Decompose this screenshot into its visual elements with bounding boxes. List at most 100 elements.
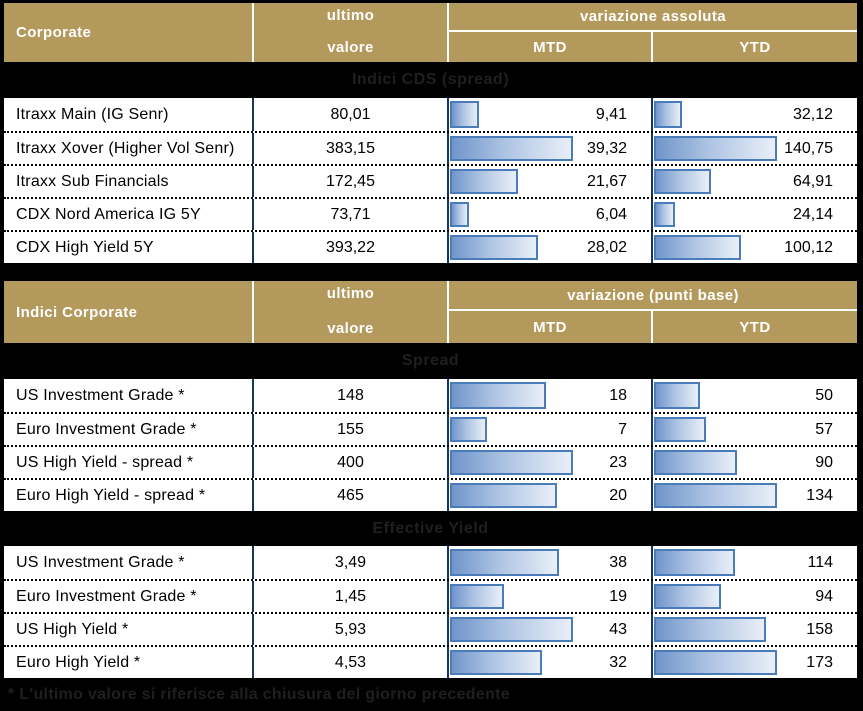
mtd-value: 28,02 <box>586 238 627 256</box>
ytd-bar-track <box>654 450 777 475</box>
ytd-value: 173 <box>806 653 833 671</box>
ytd-bar <box>654 450 737 475</box>
mtd-bar-track <box>450 169 573 194</box>
section-band-spread: Spread <box>4 343 857 379</box>
value-header-line2: valore <box>327 320 374 337</box>
table2-variation-header: variazione (punti base) <box>449 281 857 311</box>
mtd-cell: 21,67 <box>449 166 653 197</box>
ytd-bar <box>654 483 777 508</box>
table-row: CDX Nord America IG 5Y 73,71 6,04 24,14 <box>4 197 857 230</box>
table1-variation-header: variazione assoluta <box>449 3 857 32</box>
ytd-bar-track <box>654 202 777 227</box>
table2-header: Indici Corporate ultimo valore variazion… <box>4 281 857 343</box>
ytd-bar-track <box>654 417 777 442</box>
ytd-cell: 50 <box>653 379 857 412</box>
ytd-cell: 173 <box>653 647 857 678</box>
row-label: Euro High Yield * <box>4 647 254 678</box>
mtd-cell: 6,04 <box>449 199 653 230</box>
ytd-bar-track <box>654 650 777 675</box>
last-value: 465 <box>254 480 449 511</box>
mtd-cell: 9,41 <box>449 98 653 131</box>
table1-ytd-header: YTD <box>739 38 771 56</box>
mtd-bar-track <box>450 382 573 409</box>
mtd-cell: 28,02 <box>449 232 653 263</box>
ytd-cell: 114 <box>653 546 857 579</box>
mtd-cell: 23 <box>449 447 653 478</box>
mtd-bar-track <box>450 549 573 576</box>
mtd-bar <box>450 650 542 675</box>
mtd-bar-track <box>450 650 573 675</box>
ytd-cell: 24,14 <box>653 199 857 230</box>
mtd-bar-track <box>450 417 573 442</box>
last-value: 3,49 <box>254 546 449 579</box>
row-label: Euro Investment Grade * <box>4 581 254 612</box>
ytd-cell: 64,91 <box>653 166 857 197</box>
table1-mtd-header: MTD <box>449 32 653 62</box>
mtd-value: 32 <box>609 653 627 671</box>
mtd-value: 23 <box>609 453 627 471</box>
ytd-bar <box>654 382 700 409</box>
table-row: US High Yield * 5,93 43 158 <box>4 612 857 645</box>
mtd-cell: 18 <box>449 379 653 412</box>
last-value: 80,01 <box>254 98 449 131</box>
last-value: 393,22 <box>254 232 449 263</box>
ytd-value: 114 <box>807 553 833 571</box>
ytd-value: 50 <box>815 386 833 404</box>
table-row: Itraxx Sub Financials 172,45 21,67 64,91 <box>4 164 857 197</box>
mtd-value: 18 <box>609 386 627 404</box>
last-value: 400 <box>254 447 449 478</box>
ytd-value: 134 <box>806 486 833 504</box>
table-row: Euro Investment Grade * 1,45 19 94 <box>4 579 857 612</box>
ytd-value: 100,12 <box>784 238 833 256</box>
mtd-bar <box>450 417 488 442</box>
section-spread: US Investment Grade * 148 18 50 Euro Inv… <box>4 379 857 511</box>
section-band-indici-cds: Indici CDS (spread) <box>4 62 857 98</box>
table-row: Itraxx Xover (Higher Vol Senr) 383,15 39… <box>4 131 857 164</box>
row-label: Euro High Yield - spread * <box>4 480 254 511</box>
ytd-bar <box>654 101 683 128</box>
mtd-bar-track <box>450 202 573 227</box>
ytd-value: 24,14 <box>792 205 833 223</box>
row-label: US Investment Grade * <box>4 379 254 412</box>
table-separator <box>4 263 857 281</box>
ytd-value: 140,75 <box>784 139 833 157</box>
ytd-cell: 90 <box>653 447 857 478</box>
table-row: Euro Investment Grade * 155 7 57 <box>4 412 857 445</box>
value-header-line2: valore <box>327 39 374 56</box>
last-value: 383,15 <box>254 133 449 164</box>
mtd-bar <box>450 136 573 161</box>
mtd-bar-track <box>450 483 573 508</box>
mtd-bar <box>450 483 557 508</box>
table-row: CDX High Yield 5Y 393,22 28,02 100,12 <box>4 230 857 263</box>
ytd-cell: 94 <box>653 581 857 612</box>
last-value: 155 <box>254 414 449 445</box>
mtd-value: 9,41 <box>595 105 627 123</box>
mtd-cell: 43 <box>449 614 653 645</box>
section-effective-yield: US Investment Grade * 3,49 38 114 Euro I… <box>4 546 857 678</box>
ytd-bar <box>654 417 707 442</box>
last-value: 172,45 <box>254 166 449 197</box>
table2-mtd-header: MTD <box>449 311 653 343</box>
mtd-cell: 32 <box>449 647 653 678</box>
ytd-value: 64,91 <box>792 172 833 190</box>
ytd-bar-track <box>654 169 777 194</box>
ytd-bar-track <box>654 136 777 161</box>
table-row: Euro High Yield - spread * 465 20 134 <box>4 478 857 511</box>
table2-value-column-header: ultimo valore <box>254 281 449 343</box>
last-value: 148 <box>254 379 449 412</box>
footnote: * L'ultimo valore si riferisce alla chiu… <box>4 678 857 711</box>
row-label: Itraxx Xover (Higher Vol Senr) <box>4 133 254 164</box>
last-value: 73,71 <box>254 199 449 230</box>
row-label: CDX High Yield 5Y <box>4 232 254 263</box>
last-value: 1,45 <box>254 581 449 612</box>
mtd-value: 7 <box>618 420 627 438</box>
last-value: 5,93 <box>254 614 449 645</box>
row-label: Euro Investment Grade * <box>4 414 254 445</box>
ytd-bar-track <box>654 617 777 642</box>
ytd-value: 158 <box>806 620 833 638</box>
mtd-bar <box>450 549 559 576</box>
ytd-bar-track <box>654 382 777 409</box>
value-header-line1: ultimo <box>326 285 375 302</box>
ytd-bar-track <box>654 101 777 128</box>
mtd-bar-track <box>450 450 573 475</box>
